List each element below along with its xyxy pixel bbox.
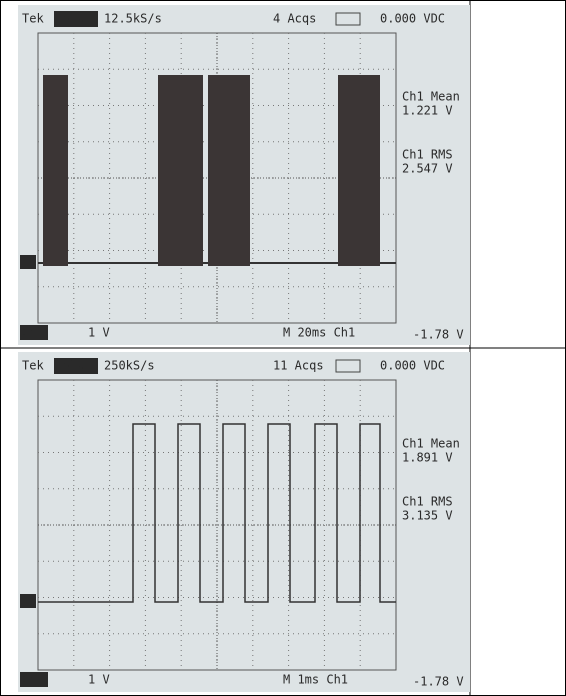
mode: Hold: <box>56 359 92 373</box>
ground-marker-box <box>20 255 36 269</box>
brand: Tek <box>22 359 44 373</box>
trigger-level: 0.000 VDC <box>380 359 445 373</box>
waveform-burst <box>43 75 68 266</box>
measurement-value: 1.221 V <box>402 104 453 118</box>
channel: Ch1 <box>22 673 44 687</box>
coupling-icon <box>335 359 361 373</box>
timebase: M 20ms Ch1 <box>283 326 355 340</box>
trigger-voltage: -1.78 V <box>413 675 464 689</box>
channel-box <box>20 672 48 687</box>
trigger-voltage: -1.78 V <box>413 328 464 342</box>
waveform-burst <box>158 75 203 266</box>
ground-marker: 1 <box>23 594 30 608</box>
mode-box <box>54 11 98 27</box>
sample-rate: 12.5kS/s <box>104 12 162 26</box>
volts-per-div: 1 V <box>88 326 110 340</box>
measurement-value: 1.891 V <box>402 451 453 465</box>
timebase: M 1ms Ch1 <box>283 673 348 687</box>
sample-rate: 250kS/s <box>104 359 155 373</box>
ground-marker-box <box>20 594 36 608</box>
ground-marker: 1 <box>23 255 30 269</box>
mode: Hold: <box>56 12 92 26</box>
measurement-value: 2.547 V <box>402 162 453 176</box>
acquisitions: 4 Acqs <box>273 12 316 26</box>
screen <box>18 352 470 692</box>
measurement-label: Ch1 RMS <box>402 148 453 162</box>
acquisitions: 11 Acqs <box>273 359 324 373</box>
brand: Tek <box>22 12 44 26</box>
mode-box <box>54 358 98 374</box>
channel-box <box>20 325 48 340</box>
waveform <box>38 423 396 603</box>
measurement-label: Ch1 RMS <box>402 495 453 509</box>
waveform-burst <box>208 75 250 266</box>
volts-per-div: 1 V <box>88 673 110 687</box>
measurement-value: 3.135 V <box>402 509 453 523</box>
measurement-label: Ch1 Mean <box>402 90 460 104</box>
trigger-level: 0.000 VDC <box>380 12 445 26</box>
measurement-label: Ch1 Mean <box>402 437 460 451</box>
channel: Ch1 <box>22 326 44 340</box>
waveform-burst <box>338 75 380 266</box>
coupling-icon <box>335 12 361 26</box>
